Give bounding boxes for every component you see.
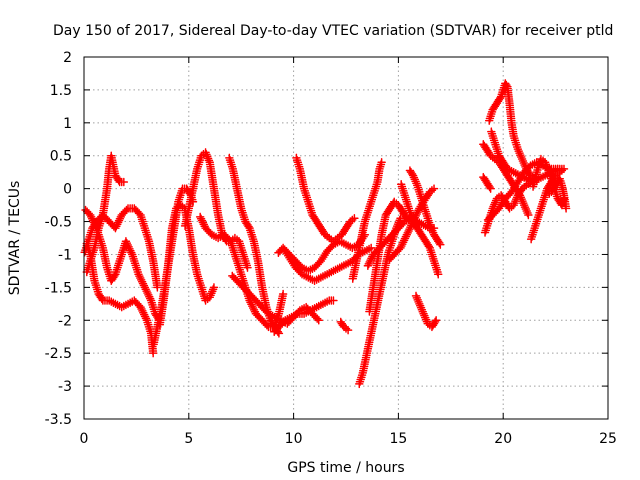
y-tick-labels: -3.5 -3 -2.5 -2 -1.5 -1 -0.5 0 0.5 1 1.5 2 [45, 50, 72, 428]
series-marks [479, 172, 495, 193]
chart-title: Day 150 of 2017, Sidereal Day-to-day VTE… [53, 23, 613, 39]
x-tick-label: 15 [389, 431, 407, 447]
y-axis-label: SDTVAR / TECUs [7, 181, 23, 296]
y-tick-label: -1.5 [45, 280, 72, 296]
series-track-04 [80, 204, 162, 292]
series-marks [336, 317, 353, 335]
y-tick-label: -0.5 [45, 215, 72, 231]
series-marks [269, 296, 338, 337]
y-tick-label: -3.5 [45, 412, 72, 428]
series-marks [292, 153, 359, 246]
x-tick-label: 20 [494, 431, 512, 447]
series-track-13 [292, 153, 359, 246]
series-track-18 [348, 158, 386, 283]
axis-ticks [83, 56, 609, 420]
plot-frame [83, 56, 609, 420]
x-tick-label: 25 [599, 431, 617, 447]
series-marks [396, 179, 443, 279]
x-tick-label: 5 [184, 431, 193, 447]
y-tick-label: -3 [58, 379, 72, 395]
data-series [80, 79, 571, 389]
x-tick-labels: 0 5 10 15 20 25 [80, 431, 617, 447]
y-tick-label: -1 [58, 247, 72, 263]
series-marks [411, 291, 441, 332]
x-tick-label: 10 [285, 431, 303, 447]
series-track-15 [336, 317, 353, 335]
series-track-21 [396, 179, 443, 279]
y-tick-label: 2 [63, 50, 72, 66]
y-tick-label: -2.5 [45, 346, 72, 362]
series-track-28 [479, 172, 495, 193]
series-track-23 [411, 291, 441, 332]
series-marks [545, 174, 571, 213]
y-tick-label: -2 [58, 313, 72, 329]
y-tick-label: 1.5 [50, 83, 72, 99]
series-track-32 [545, 174, 571, 213]
y-tick-label: 0.5 [50, 149, 72, 165]
series-track-11 [269, 296, 338, 337]
series-track-22 [405, 166, 445, 249]
series-marks [348, 158, 386, 283]
series-marks [405, 166, 445, 249]
x-axis-label: GPS time / hours [287, 460, 404, 476]
y-tick-label: 0 [63, 182, 72, 198]
series-marks [80, 204, 162, 292]
y-tick-label: 1 [63, 116, 72, 132]
x-tick-label: 0 [80, 431, 89, 447]
grid [84, 57, 608, 419]
